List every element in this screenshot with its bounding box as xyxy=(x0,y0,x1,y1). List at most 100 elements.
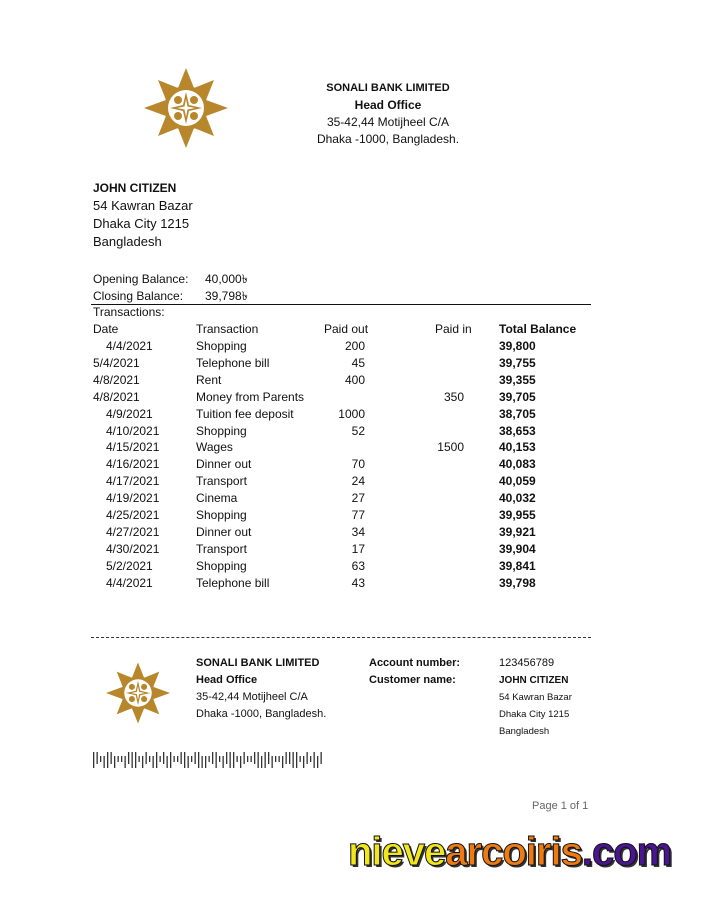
barcode-bar xyxy=(303,756,305,768)
barcode-bar xyxy=(208,756,210,762)
cell-paid-out: 17 xyxy=(351,541,365,556)
footer-customer-address1: 54 Kawran Bazar xyxy=(499,692,572,703)
cell-date: 4/19/2021 xyxy=(106,491,160,506)
tear-line xyxy=(91,637,591,638)
cell-transaction: Telephone bill xyxy=(196,575,270,590)
cell-total-balance: 39,800 xyxy=(499,339,536,353)
cell-total-balance: 40,083 xyxy=(499,457,536,472)
cell-paid-out: 77 xyxy=(351,508,365,522)
table-row: 4/10/2021 Shopping 52 38,653 xyxy=(93,424,593,441)
bank-logo xyxy=(144,68,228,148)
table-row: 4/27/2021 Dinner out 34 39,921 xyxy=(93,525,593,542)
cell-paid-out: 45 xyxy=(351,355,365,370)
barcode-bar xyxy=(247,756,249,762)
cell-paid-out: 400 xyxy=(344,372,365,387)
barcode-bar xyxy=(156,752,158,768)
cell-transaction: Dinner out xyxy=(196,524,252,539)
barcode-bar xyxy=(191,756,193,762)
cell-date: 4/8/2021 xyxy=(93,372,140,387)
barcode-bar xyxy=(163,752,165,764)
cell-date: 5/2/2021 xyxy=(106,558,153,573)
customer-name: JOHN CITIZEN xyxy=(93,181,177,195)
cell-paid-out: 70 xyxy=(351,457,365,472)
barcode-bar xyxy=(170,752,172,768)
cell-date: 4/4/2021 xyxy=(106,339,153,353)
table-row: 4/8/2021 Money from Parents 350 39,705 xyxy=(93,390,593,407)
page-indicator: Page 1 of 1 xyxy=(532,800,589,812)
cell-transaction: Transport xyxy=(196,541,247,556)
barcode-bar xyxy=(219,756,221,762)
cell-transaction: Transport xyxy=(196,474,247,489)
table-row: 4/25/2021 Shopping 77 39,955 xyxy=(93,508,593,525)
header-paid-out: Paid out xyxy=(324,322,369,336)
barcode-bar xyxy=(142,756,144,768)
cell-total-balance: 40,059 xyxy=(499,474,536,489)
bank-office: Head Office xyxy=(354,98,422,112)
table-row: 4/15/2021 Wages 1500 40,153 xyxy=(93,440,593,457)
bank-header: SONALI BANK LIMITED Head Office 35-42,44… xyxy=(288,80,488,148)
barcode-bar xyxy=(149,756,151,762)
barcode-bar xyxy=(114,756,116,768)
cell-total-balance: 39,955 xyxy=(499,508,536,522)
cell-date: 4/25/2021 xyxy=(106,508,160,522)
barcode-bar xyxy=(320,752,322,764)
cell-total-balance: 39,705 xyxy=(499,389,536,404)
cell-paid-out: 34 xyxy=(351,524,365,539)
barcode-bar xyxy=(257,752,259,768)
cell-paid-out: 1000 xyxy=(338,406,365,421)
barcode-bar xyxy=(299,756,301,762)
cell-paid-in: 350 xyxy=(443,389,464,404)
barcode-bar xyxy=(240,756,242,768)
footer-customer: 123456789 JOHN CITIZEN 54 Kawran Bazar D… xyxy=(499,655,572,740)
barcode-bar xyxy=(198,752,200,768)
barcode-bar xyxy=(229,752,231,768)
barcode-bar xyxy=(166,756,168,768)
barcode-bar xyxy=(243,752,245,764)
cell-total-balance: 38,705 xyxy=(499,406,536,421)
cell-total-balance: 39,921 xyxy=(499,524,536,539)
cell-total-balance: 39,798 xyxy=(499,575,536,590)
customer-name-label: Customer name: xyxy=(369,674,456,686)
barcode-bar xyxy=(275,756,277,762)
table-row: 4/19/2021 Cinema 27 40,032 xyxy=(93,491,593,508)
watermark: nievearcoiris.com xyxy=(347,830,672,875)
table-row: 4/9/2021 Tuition fee deposit 1000 38,705 xyxy=(93,407,593,424)
barcode-bar xyxy=(107,752,109,768)
barcode-bar xyxy=(135,752,137,768)
barcode-bar xyxy=(233,752,235,768)
watermark-part1: nieve xyxy=(347,830,446,875)
watermark-part3: .com xyxy=(581,830,672,875)
cell-paid-out: 24 xyxy=(351,474,365,489)
closing-balance-label: Closing Balance: xyxy=(93,289,184,303)
barcode-bar xyxy=(121,756,123,762)
customer-address: JOHN CITIZEN 54 Kawran Bazar Dhaka City … xyxy=(93,179,193,251)
cell-total-balance: 39,841 xyxy=(499,558,536,573)
opening-balance-value: 40,000৳ xyxy=(205,272,248,286)
table-row: 4/30/2021 Transport 17 39,904 xyxy=(93,542,593,559)
cell-date: 4/8/2021 xyxy=(93,389,140,404)
cell-date: 5/4/2021 xyxy=(93,355,140,370)
barcode-bar xyxy=(205,756,207,768)
barcode-bar xyxy=(110,752,112,764)
cell-transaction: Shopping xyxy=(196,508,247,522)
cell-transaction: Rent xyxy=(196,372,222,387)
cell-paid-out: 27 xyxy=(351,491,365,506)
barcode-bar xyxy=(313,752,315,768)
barcode-bar xyxy=(96,752,98,764)
cell-date: 4/17/2021 xyxy=(106,474,160,489)
barcode-bar xyxy=(103,756,105,768)
cell-date: 4/16/2021 xyxy=(106,457,160,472)
barcode-bar xyxy=(145,752,147,764)
footer-bank-office: Head Office xyxy=(196,674,258,686)
customer-address3: Bangladesh xyxy=(93,234,162,249)
barcode-bar xyxy=(93,752,95,768)
cell-transaction: Telephone bill xyxy=(196,355,270,370)
table-row: 5/2/2021 Shopping 63 39,841 xyxy=(93,559,593,576)
barcode-bar xyxy=(128,752,130,764)
bank-logo-small xyxy=(106,662,170,724)
postal-barcode xyxy=(93,752,322,768)
barcode-bar xyxy=(261,756,263,768)
barcode-bar xyxy=(236,756,238,762)
barcode-bar xyxy=(201,756,203,768)
cell-paid-out: 43 xyxy=(351,575,365,590)
